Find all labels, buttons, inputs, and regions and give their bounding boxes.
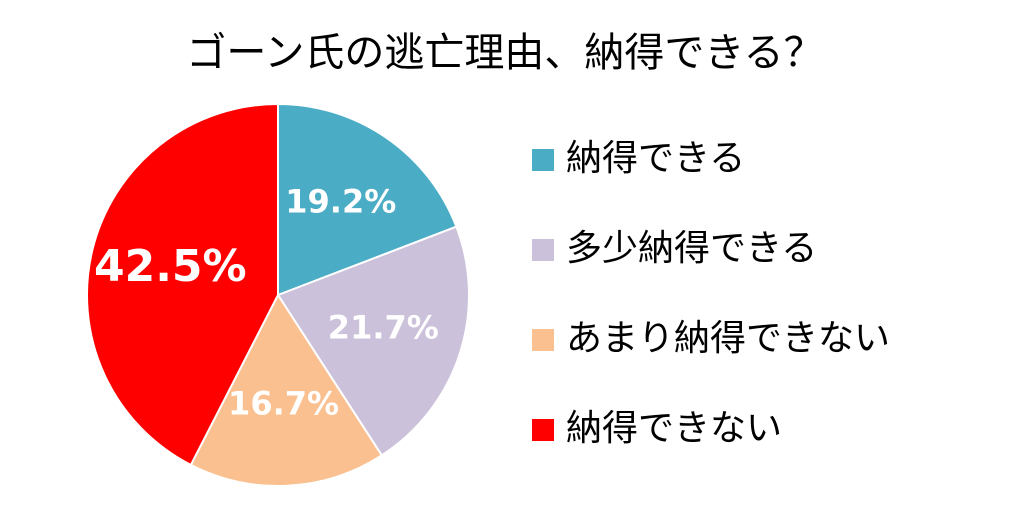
slice-label: 16.7% xyxy=(228,385,339,423)
legend-swatch xyxy=(532,239,554,261)
chart-title: ゴーン氏の逃亡理由、納得できる？ xyxy=(186,30,823,76)
pie-slice xyxy=(86,102,279,467)
slice-label: 19.2% xyxy=(285,183,396,221)
pie-slice xyxy=(276,225,470,457)
legend-label: 多少納得できる xyxy=(566,228,817,269)
slice-label: 42.5% xyxy=(94,241,247,292)
pie-slice xyxy=(277,102,458,297)
pie-slice xyxy=(189,293,384,487)
legend-label: 納得できない xyxy=(566,408,782,449)
legend-swatch xyxy=(532,419,554,441)
slice-label: 21.7% xyxy=(328,308,439,346)
legend-swatch xyxy=(532,149,554,171)
legend-label: あまり納得できない xyxy=(566,318,890,359)
legend-swatch xyxy=(532,329,554,351)
legend-label: 納得できる xyxy=(566,138,745,179)
